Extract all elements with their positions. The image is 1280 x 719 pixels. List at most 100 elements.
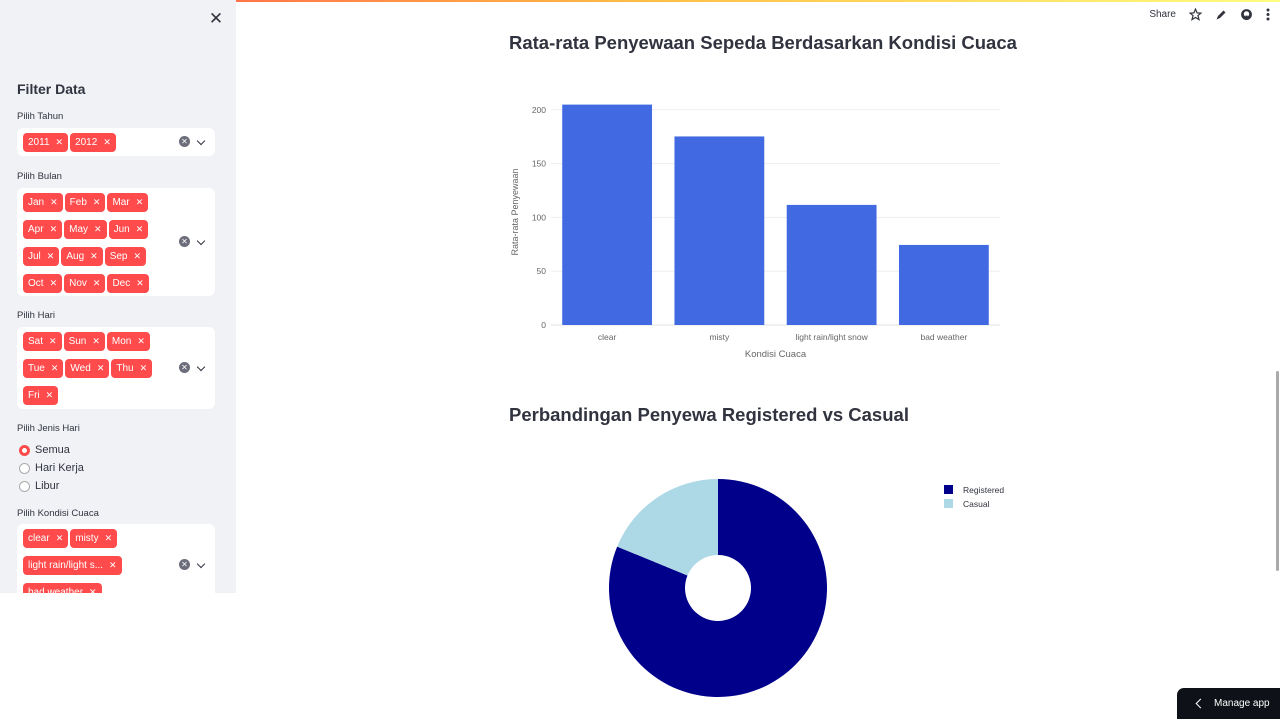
tag-label: Fri	[28, 390, 40, 401]
tag-month[interactable]: Jan ✕	[23, 193, 63, 212]
tag-label: Feb	[69, 197, 87, 208]
remove-tag-icon[interactable]: ✕	[96, 363, 105, 373]
tag-day[interactable]: Tue ✕	[23, 359, 64, 378]
tag-label: Tue	[28, 363, 45, 374]
tag-weather[interactable]: light rain/light s... ✕	[23, 556, 122, 575]
radio-dot[interactable]	[19, 462, 30, 474]
remove-tag-icon[interactable]: ✕	[90, 251, 98, 261]
manage-app-button[interactable]: Manage app	[1177, 688, 1280, 719]
remove-tag-icon[interactable]: ✕	[45, 390, 54, 400]
tag-month[interactable]: Mar ✕	[107, 193, 149, 212]
clear-icon[interactable]: ✕	[179, 362, 190, 373]
tag-weather[interactable]: clear ✕	[23, 529, 69, 548]
remove-tag-icon[interactable]: ✕	[92, 278, 101, 288]
radio-libur[interactable]: Libur	[19, 480, 59, 492]
tag-year[interactable]: 2012 ✕	[70, 133, 116, 152]
bar[interactable]	[674, 136, 765, 325]
tag-weather[interactable]: misty ✕	[70, 529, 118, 548]
y-tick-label: 200	[532, 105, 546, 115]
tag-month[interactable]: Apr ✕	[23, 220, 63, 239]
tag-month[interactable]: Aug ✕	[61, 247, 103, 266]
day-multiselect[interactable]: Sat ✕ Sun ✕ Mon ✕ Tue ✕ Wed ✕ Thu ✕ Fri ✕ ✕	[17, 327, 215, 409]
x-tick-label: light rain/light snow	[795, 332, 868, 342]
tag-weather[interactable]: bad weather ✕	[23, 583, 102, 593]
pie-slice[interactable]	[609, 479, 827, 697]
radio-hari-kerja[interactable]: Hari Kerja	[19, 462, 84, 474]
github-icon[interactable]	[1240, 8, 1253, 21]
tag-day[interactable]: Thu ✕	[111, 359, 153, 378]
tag-year[interactable]: 2011 ✕	[23, 133, 69, 152]
day-type-label: Pilih Jenis Hari	[17, 423, 80, 434]
remove-tag-icon[interactable]: ✕	[46, 251, 55, 261]
bar[interactable]	[786, 204, 877, 325]
remove-tag-icon[interactable]: ✕	[94, 224, 102, 234]
tag-month[interactable]: Jul ✕	[23, 247, 60, 266]
tag-day[interactable]: Sat ✕	[23, 332, 62, 351]
clear-icon[interactable]: ✕	[179, 236, 190, 247]
remove-tag-icon[interactable]: ✕	[136, 278, 144, 288]
year-multiselect[interactable]: 2011 ✕ 2012 ✕ ✕	[17, 128, 215, 156]
remove-tag-icon[interactable]: ✕	[133, 251, 142, 261]
remove-tag-icon[interactable]: ✕	[135, 197, 144, 207]
clear-icon[interactable]: ✕	[179, 136, 190, 147]
bar[interactable]	[898, 244, 989, 325]
star-icon[interactable]	[1189, 8, 1202, 21]
remove-tag-icon[interactable]: ✕	[49, 224, 58, 234]
month-label: Pilih Bulan	[17, 171, 62, 182]
tag-label: Jul	[28, 251, 41, 262]
y-tick-label: 0	[541, 320, 546, 330]
tag-label: misty	[75, 533, 99, 544]
remove-tag-icon[interactable]: ✕	[50, 197, 58, 207]
remove-tag-icon[interactable]: ✕	[55, 533, 64, 543]
bar[interactable]	[562, 104, 653, 325]
remove-tag-icon[interactable]: ✕	[50, 363, 59, 373]
clear-icon[interactable]: ✕	[179, 559, 190, 570]
tag-day[interactable]: Wed ✕	[65, 359, 110, 378]
close-sidebar-icon[interactable]: ✕	[208, 9, 224, 28]
x-tick-label: misty	[709, 332, 730, 342]
tag-label: Mar	[112, 197, 130, 208]
remove-tag-icon[interactable]: ✕	[103, 137, 111, 147]
month-multiselect[interactable]: Jan ✕ Feb ✕ Mar ✕ Apr ✕ May ✕ Jun ✕ Jul ✕ Aug ✕ Sep ✕ Oct ✕…	[17, 188, 215, 296]
edit-icon[interactable]	[1215, 9, 1227, 21]
radio-semua[interactable]: Semua	[19, 444, 70, 456]
tag-month[interactable]: Feb ✕	[64, 193, 106, 212]
remove-tag-icon[interactable]: ✕	[104, 533, 113, 543]
legend-swatch[interactable]	[944, 485, 953, 494]
header-toolbar: Share	[1149, 8, 1270, 21]
tag-month[interactable]: May ✕	[64, 220, 107, 239]
page-scrollbar[interactable]	[1276, 371, 1279, 571]
tag-label: Mon	[111, 336, 132, 347]
remove-tag-icon[interactable]: ✕	[92, 336, 100, 346]
tag-day[interactable]: Fri ✕	[23, 386, 59, 405]
remove-tag-icon[interactable]: ✕	[89, 587, 97, 593]
remove-tag-icon[interactable]: ✕	[137, 336, 145, 346]
legend-label: Casual	[963, 499, 990, 509]
remove-tag-icon[interactable]: ✕	[139, 363, 148, 373]
y-tick-label: 50	[537, 266, 547, 276]
weather-multiselect[interactable]: clear ✕ misty ✕ light rain/light s... ✕ bad we…	[17, 524, 215, 593]
legend-swatch[interactable]	[944, 499, 953, 508]
radio-dot[interactable]	[19, 444, 30, 456]
remove-tag-icon[interactable]: ✕	[109, 560, 117, 570]
remove-tag-icon[interactable]: ✕	[92, 197, 101, 207]
tag-month[interactable]: Sep ✕	[104, 247, 147, 266]
legend-label: Registered	[963, 485, 1004, 495]
tag-month[interactable]: Dec ✕	[107, 274, 149, 293]
remove-tag-icon[interactable]: ✕	[49, 278, 58, 288]
remove-tag-icon[interactable]: ✕	[49, 336, 57, 346]
share-button[interactable]: Share	[1149, 9, 1176, 20]
pie-chart-heading: Perbandingan Penyewa Registered vs Casua…	[509, 404, 909, 425]
tag-month[interactable]: Nov ✕	[64, 274, 106, 293]
tag-month[interactable]: Oct ✕	[23, 274, 63, 293]
remove-tag-icon[interactable]: ✕	[135, 224, 144, 234]
pie-slice[interactable]	[617, 479, 718, 576]
tag-month[interactable]: Jun ✕	[108, 220, 149, 239]
tag-day[interactable]: Mon ✕	[106, 332, 150, 351]
tag-label: Sat	[28, 336, 44, 347]
more-menu-icon[interactable]	[1266, 8, 1270, 21]
radio-dot[interactable]	[19, 480, 30, 492]
tag-day[interactable]: Sun ✕	[63, 332, 105, 351]
remove-tag-icon[interactable]: ✕	[55, 137, 64, 147]
